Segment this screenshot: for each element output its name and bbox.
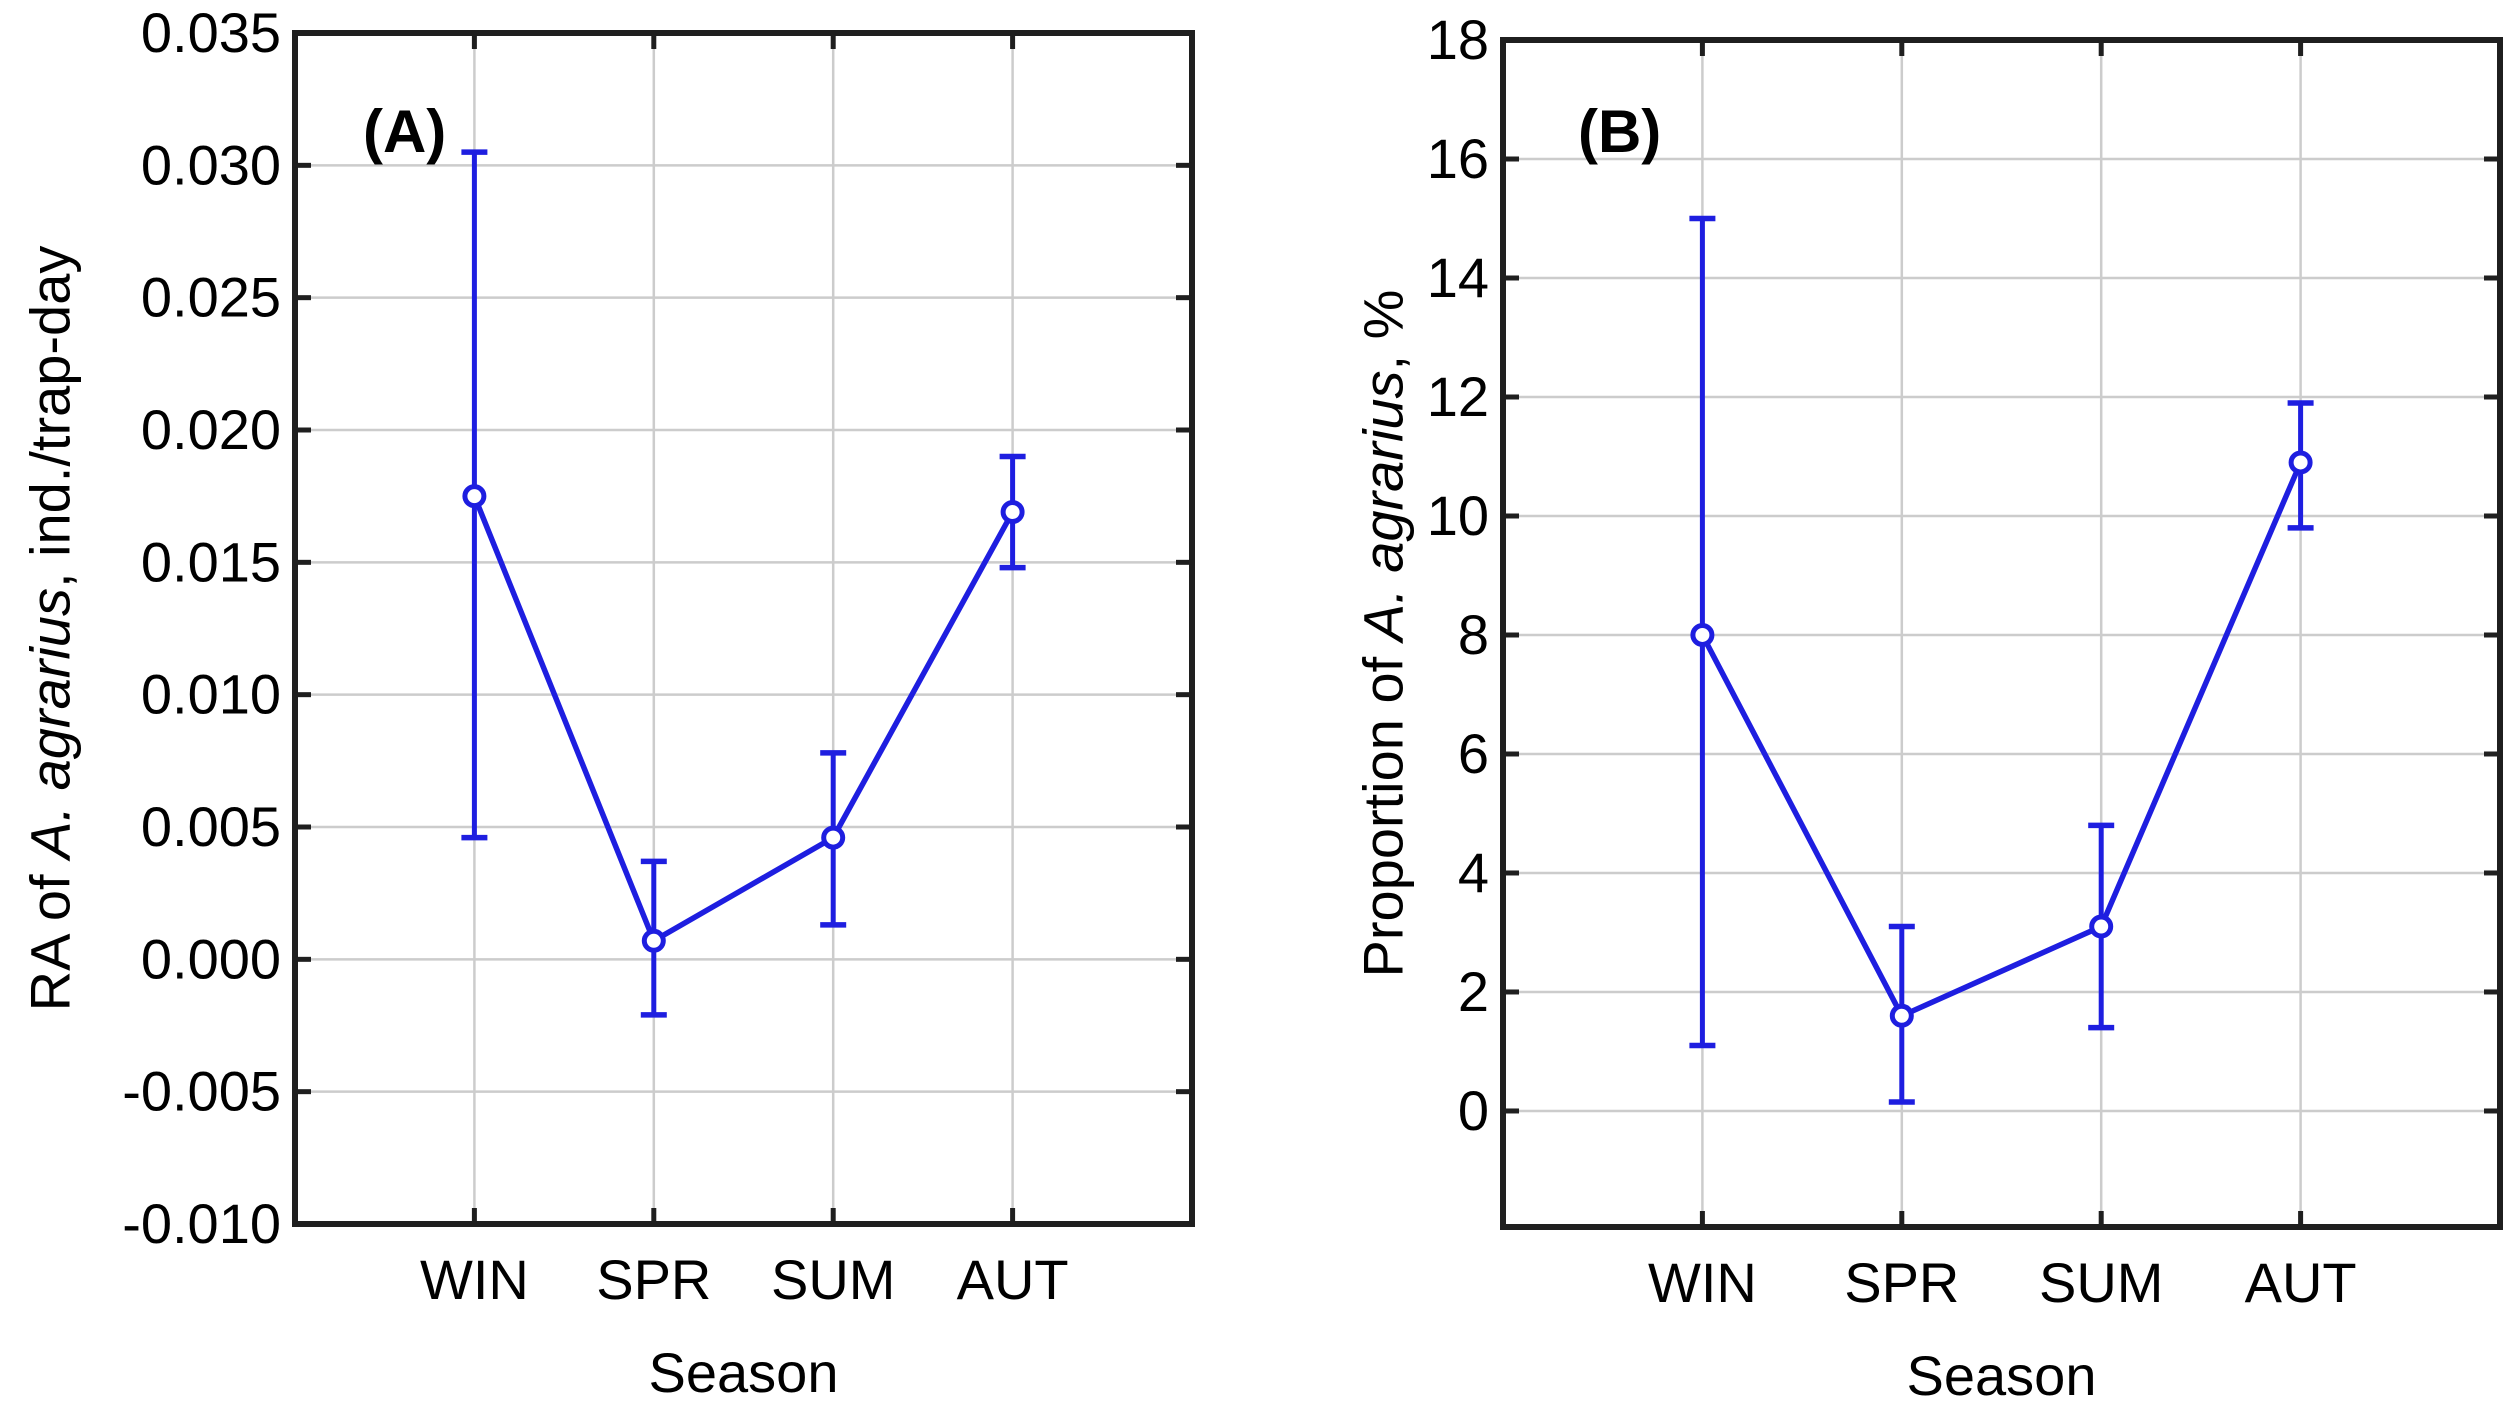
- y-axis-title: Proportion of A. agrarius, %: [1352, 290, 1415, 978]
- series-line: [1699, 461, 2304, 1020]
- data-point-marker-WIN: [462, 484, 487, 509]
- y-tick-label: 0.020: [141, 398, 281, 461]
- y-tick-label: 16: [1427, 127, 1489, 190]
- y-tick-label: 4: [1458, 841, 1489, 904]
- x-category-label-WIN: WIN: [420, 1248, 529, 1311]
- data-point-marker-SUM: [2089, 914, 2114, 939]
- y-tick-label: 14: [1427, 246, 1489, 309]
- y-tick-label: 0.005: [141, 795, 281, 858]
- y-tick-label: -0.005: [122, 1060, 281, 1123]
- x-category-label-SUM: SUM: [2039, 1251, 2163, 1314]
- data-point-marker-SPR: [1889, 1003, 1914, 1028]
- x-category-label-AUT: AUT: [957, 1248, 1069, 1311]
- y-tick-label: 12: [1427, 365, 1489, 428]
- data-point-marker-SPR: [641, 928, 666, 953]
- x-axis-title: Season: [1907, 1344, 2097, 1407]
- series-line: [471, 495, 1016, 945]
- data-point-marker-AUT: [2288, 450, 2313, 475]
- data-point-marker-AUT: [1000, 500, 1025, 525]
- y-tick-label: 8: [1458, 603, 1489, 666]
- data-point-marker-SUM: [821, 825, 846, 850]
- y-tick-label: 2: [1458, 960, 1489, 1023]
- y-tick-label: -0.010: [122, 1192, 281, 1255]
- x-category-label-WIN: WIN: [1648, 1251, 1757, 1314]
- y-tick-label: 10: [1427, 484, 1489, 547]
- y-tick-label: 0.010: [141, 663, 281, 726]
- panel-letter: (A): [363, 98, 446, 165]
- panel-letter: (B): [1578, 98, 1661, 165]
- y-tick-label: 6: [1458, 722, 1489, 785]
- y-tick-label: 0.000: [141, 927, 281, 990]
- y-tick-label: 0.035: [141, 1, 281, 64]
- y-tick-label: 18: [1427, 8, 1489, 71]
- panel-a-chart: 0.035 0.030 0.025 0.020 0.015 0.010 0.005 0.000…: [19, 1, 1195, 1404]
- data-point-marker-WIN: [1690, 622, 1715, 647]
- axis-frame: [1500, 37, 2503, 1230]
- y-tick-label: 0.015: [141, 530, 281, 593]
- x-category-label-AUT: AUT: [2245, 1251, 2357, 1314]
- panel-b-chart: 18 16 14 12 10 8 6 4 2 0 WIN SPR SUM AUT Season Proport…: [1352, 8, 2503, 1407]
- y-tick-label: 0.030: [141, 133, 281, 196]
- axis-frame: [292, 30, 1195, 1227]
- x-category-label-SPR: SPR: [1844, 1251, 1959, 1314]
- y-tick-label: 0.025: [141, 266, 281, 329]
- y-tick-label: 0: [1458, 1079, 1489, 1142]
- x-category-label-SUM: SUM: [771, 1248, 895, 1311]
- x-category-label-SPR: SPR: [596, 1248, 711, 1311]
- x-axis-title: Season: [649, 1341, 839, 1404]
- y-axis-title: RA of A. agrarius, ind./trap-day: [19, 246, 82, 1012]
